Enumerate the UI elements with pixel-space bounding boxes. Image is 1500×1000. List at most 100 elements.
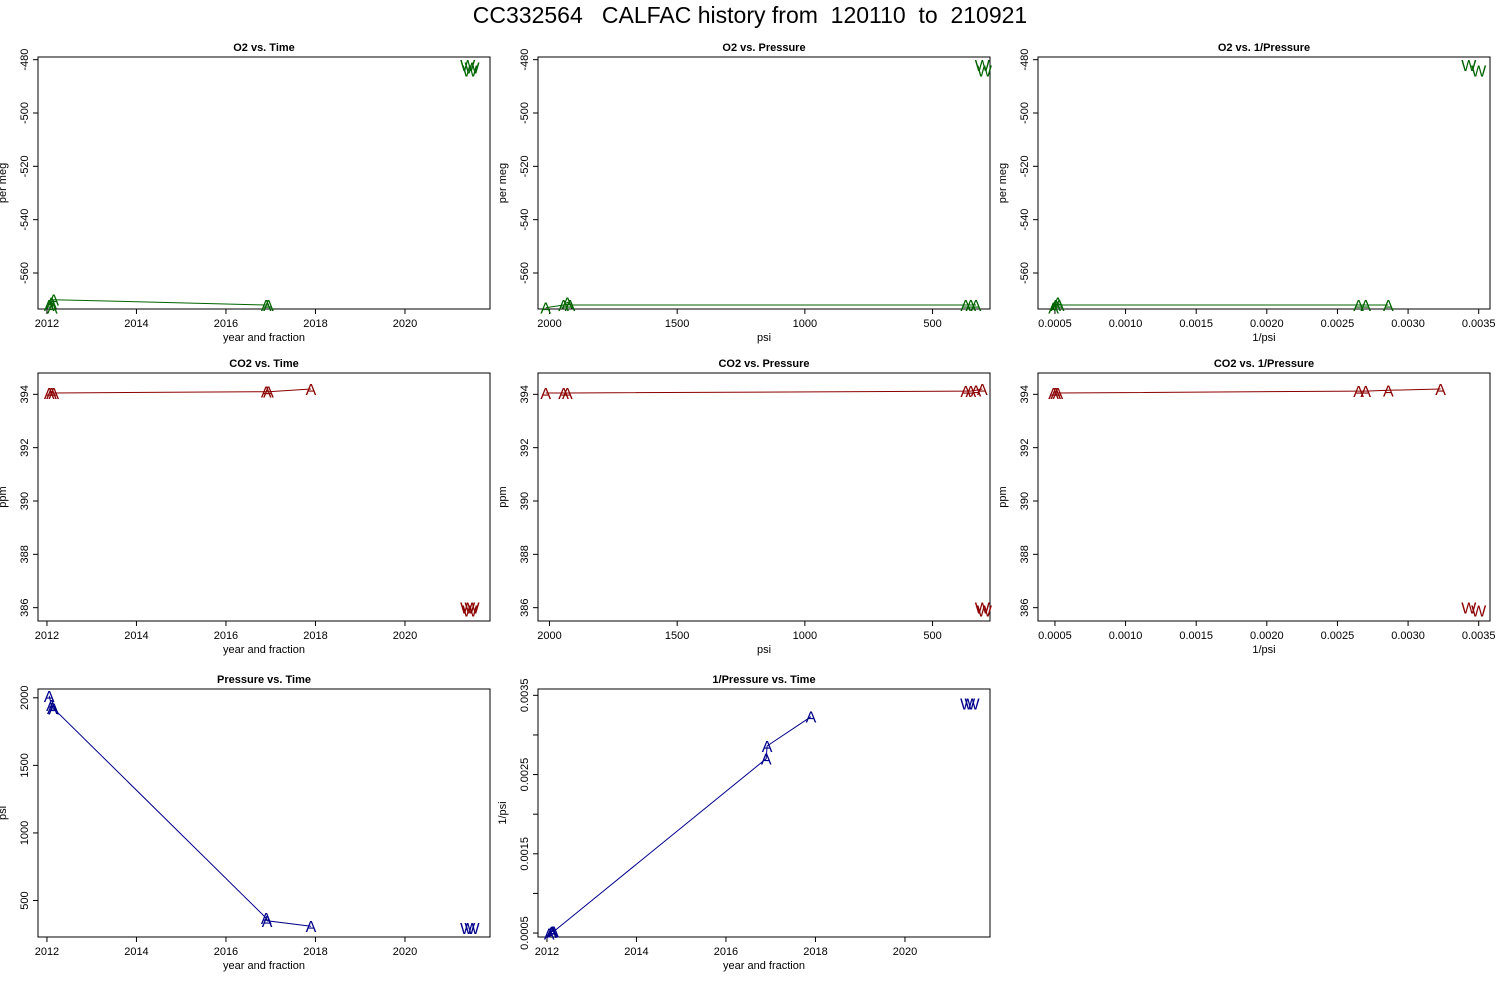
data-point-A: A (1360, 384, 1371, 401)
data-point-A: A (48, 293, 59, 310)
plot-frame (37, 688, 491, 938)
chart-title: O2 vs. Pressure (722, 42, 805, 54)
x-tick-label: 2014 (124, 946, 148, 958)
x-tick-label: 2016 (214, 318, 238, 330)
data-point-A: A (966, 384, 977, 401)
y-tick-label: 1000 (19, 821, 31, 845)
data-point-W: W (977, 63, 993, 80)
data-point-W: W (1461, 58, 1477, 75)
data-point-A: A (47, 701, 58, 718)
chart-title: CO2 vs. Time (229, 358, 299, 370)
data-point-W: W (465, 921, 481, 938)
x-tick-label: 2020 (393, 630, 417, 642)
x-axis-label: psi (757, 332, 771, 344)
chart-o2-invpressure: O2 vs. 1/Pressure 1/psi per meg 0.0005 0.001… (997, 42, 1496, 344)
data-point-A: A (1435, 382, 1446, 399)
chart-title: O2 vs. Time (233, 42, 295, 54)
series-line (49, 388, 312, 394)
data-point-A: A (562, 295, 573, 312)
x-tick-label: 500 (923, 318, 941, 330)
data-point-A: A (261, 298, 272, 315)
data-point-A: A (558, 298, 569, 315)
x-tick-label: 2016 (214, 946, 238, 958)
data-point-A: A (306, 382, 317, 399)
data-point-A: A (547, 924, 558, 941)
data-point-A: A (46, 698, 57, 715)
x-tick-label: 500 (923, 630, 941, 642)
plot-frame (537, 56, 991, 310)
x-tick-label: 0.0020 (1250, 318, 1284, 330)
y-tick-label: -520 (19, 155, 31, 177)
x-tick-label: 0.0035 (1462, 318, 1496, 330)
x-tick-label: 2020 (393, 318, 417, 330)
data-point-A: A (44, 689, 55, 706)
data-point-A: A (977, 382, 988, 399)
series-line (1053, 301, 1389, 309)
y-tick-label: -560 (1019, 262, 1031, 284)
x-tick-label: 2000 (537, 630, 561, 642)
y-axis-label: per meg (997, 163, 1009, 203)
data-point-W: W (460, 601, 476, 618)
plot-frame (537, 688, 991, 938)
x-tick-label: 0.0025 (1321, 318, 1355, 330)
data-point-A: A (971, 383, 982, 400)
x-tick-label: 2012 (535, 946, 559, 958)
data-point-A: A (966, 298, 977, 315)
data-point-A: A (1048, 386, 1059, 403)
chart-title: CO2 vs. 1/Pressure (1214, 358, 1314, 370)
x-tick-label: 2016 (714, 946, 738, 958)
data-point-A: A (262, 914, 273, 931)
data-point-A: A (540, 301, 551, 318)
data-point-A: A (762, 739, 773, 756)
data-point-W: W (975, 601, 991, 618)
x-tick-label: 1500 (665, 318, 689, 330)
x-tick-label: 0.0010 (1109, 630, 1143, 642)
plot-frame (37, 372, 491, 622)
x-tick-label: 1500 (665, 630, 689, 642)
chart-title: CO2 vs. Pressure (718, 358, 809, 370)
x-tick-label: 0.0025 (1321, 630, 1355, 642)
data-point-A: A (1353, 298, 1364, 315)
data-point-A: A (1383, 298, 1394, 315)
data-point-A: A (261, 911, 272, 928)
y-axis-label: psi (0, 806, 9, 820)
chart-invpressure-time: 1/Pressure vs. Time year and fraction 1/ps… (497, 674, 991, 972)
y-tick-label: 2000 (19, 686, 31, 710)
x-axis-label: 1/psi (1252, 332, 1275, 344)
data-point-A: A (558, 386, 569, 403)
x-tick-label: 2000 (537, 318, 561, 330)
x-axis-label: year and fraction (223, 960, 305, 972)
y-tick-label: -480 (519, 49, 531, 71)
chart-pressure-time: Pressure vs. Time year and fraction psi 201… (0, 674, 491, 972)
y-tick-label: 394 (1019, 385, 1031, 403)
x-tick-label: 2014 (624, 946, 648, 958)
page-title: CC332564 CALFAC history from 120110 to 2… (472, 2, 1028, 28)
data-point-W: W (1461, 601, 1477, 618)
y-tick-label: -560 (519, 262, 531, 284)
y-tick-label: 388 (1019, 545, 1031, 563)
data-point-A: A (565, 298, 576, 315)
data-point-W: W (465, 601, 481, 618)
x-tick-label: 2012 (35, 946, 59, 958)
data-point-A: A (47, 301, 58, 318)
data-point-A: A (44, 298, 55, 315)
y-tick-label: -540 (19, 209, 31, 231)
y-tick-label: 386 (519, 598, 531, 616)
y-tick-label: 386 (19, 598, 31, 616)
data-point-W: W (977, 603, 993, 620)
series-line (48, 299, 269, 308)
x-tick-label: 2018 (303, 946, 327, 958)
chart-co2-pressure: CO2 vs. Pressure psi ppm 2000 1500 1000 500 386… (497, 358, 993, 656)
y-tick-label: 388 (19, 545, 31, 563)
series-line (548, 716, 812, 934)
chart-co2-time: CO2 vs. Time year and fraction ppm 2012 2014… (0, 358, 491, 656)
x-tick-label: 2018 (303, 630, 327, 642)
x-axis-label: 1/psi (1252, 644, 1275, 656)
y-tick-label: -500 (1019, 102, 1031, 124)
data-point-A: A (261, 385, 272, 402)
data-point-W: W (975, 58, 991, 75)
y-axis-label: per meg (497, 163, 509, 203)
data-point-A: A (48, 702, 59, 719)
x-tick-label: 2020 (893, 946, 917, 958)
plot-frame (1037, 56, 1491, 310)
